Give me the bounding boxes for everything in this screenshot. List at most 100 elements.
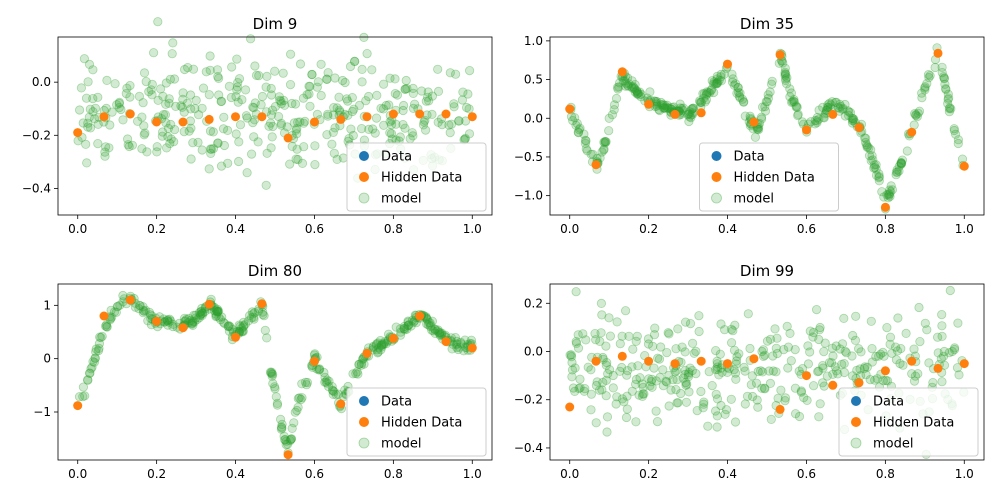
model-point xyxy=(282,122,292,132)
model-point xyxy=(756,112,767,122)
model-point xyxy=(90,353,100,363)
model-point xyxy=(189,317,199,327)
model-point xyxy=(249,132,259,142)
model-point xyxy=(922,325,932,335)
model-point xyxy=(184,313,194,324)
model-point xyxy=(276,424,286,434)
model-point xyxy=(633,90,644,100)
model-point xyxy=(422,314,432,325)
model-point xyxy=(943,89,953,99)
model-point xyxy=(96,332,106,343)
model-point xyxy=(565,350,575,360)
model-point xyxy=(234,74,245,84)
model-point xyxy=(651,406,661,416)
model-point xyxy=(628,344,638,354)
model-point xyxy=(254,71,264,81)
model-point xyxy=(831,366,842,376)
model-point xyxy=(651,376,661,386)
model-point xyxy=(292,144,302,154)
model-point xyxy=(712,71,722,81)
model-point xyxy=(337,75,348,86)
model-point xyxy=(605,331,616,341)
model-point xyxy=(803,341,813,351)
x-tick-label: 0.0 xyxy=(560,222,579,236)
model-point xyxy=(310,160,320,170)
model-point xyxy=(403,320,413,331)
model-point xyxy=(226,92,236,103)
y-tick-label: 1.0 xyxy=(524,34,543,48)
model-point xyxy=(270,102,280,112)
model-point xyxy=(920,82,930,92)
model-point xyxy=(705,88,715,98)
model-point xyxy=(945,103,955,113)
model-point xyxy=(220,318,230,329)
model-point xyxy=(228,324,238,335)
hidden-data-point xyxy=(362,348,372,358)
model-point xyxy=(400,84,410,94)
model-point xyxy=(354,359,364,369)
model-point xyxy=(297,379,307,389)
model-point xyxy=(839,358,849,369)
model-point xyxy=(567,357,577,368)
legend-label: model xyxy=(873,437,913,452)
model-point xyxy=(768,366,778,376)
model-point xyxy=(837,359,847,369)
model-point xyxy=(895,358,905,369)
hidden-data-point xyxy=(959,359,969,369)
model-point xyxy=(890,342,901,352)
model-point xyxy=(861,140,872,150)
model-point xyxy=(292,405,302,416)
model-point xyxy=(214,306,224,316)
model-point xyxy=(771,343,781,353)
model-point xyxy=(420,115,430,125)
model-points xyxy=(74,290,477,458)
model-point xyxy=(149,48,159,58)
model-point xyxy=(452,342,462,353)
model-point xyxy=(571,120,581,130)
model-point xyxy=(266,83,276,94)
model-point xyxy=(258,309,268,320)
legend-label: Hidden Data xyxy=(873,416,954,431)
model-point xyxy=(601,341,611,351)
model-point xyxy=(213,138,223,148)
model-point xyxy=(785,328,795,338)
model-point xyxy=(780,396,790,406)
model-point xyxy=(238,322,249,332)
hidden-data-point xyxy=(73,128,83,138)
model-point xyxy=(658,101,668,111)
model-point xyxy=(712,78,722,88)
model-point xyxy=(680,317,691,327)
model-point xyxy=(818,360,828,371)
model-point xyxy=(314,364,325,374)
model-point xyxy=(137,112,147,122)
model-point xyxy=(796,386,807,396)
hidden-data-point xyxy=(749,354,759,364)
model-point xyxy=(177,102,187,112)
model-point xyxy=(598,352,608,363)
model-point xyxy=(813,366,823,377)
model-point xyxy=(763,90,773,100)
model-point xyxy=(162,143,172,153)
model-point xyxy=(634,390,644,400)
model-point xyxy=(618,76,628,86)
model-point xyxy=(799,392,809,403)
model-point xyxy=(885,189,895,199)
legend-marker xyxy=(359,417,369,427)
model-point xyxy=(582,146,592,156)
model-point xyxy=(90,114,100,124)
model-point xyxy=(373,347,383,357)
model-point xyxy=(870,375,880,385)
model-point xyxy=(827,343,837,353)
model-point xyxy=(386,129,397,139)
hidden-data-point xyxy=(467,112,477,122)
model-point xyxy=(629,83,639,93)
model-point xyxy=(198,83,209,93)
model-point xyxy=(378,104,389,114)
model-point xyxy=(225,322,235,332)
model-point xyxy=(152,142,162,152)
model-point xyxy=(138,302,148,312)
model-point xyxy=(939,346,949,357)
model-point xyxy=(583,362,593,372)
model-point xyxy=(860,133,870,143)
model-point xyxy=(186,90,196,100)
